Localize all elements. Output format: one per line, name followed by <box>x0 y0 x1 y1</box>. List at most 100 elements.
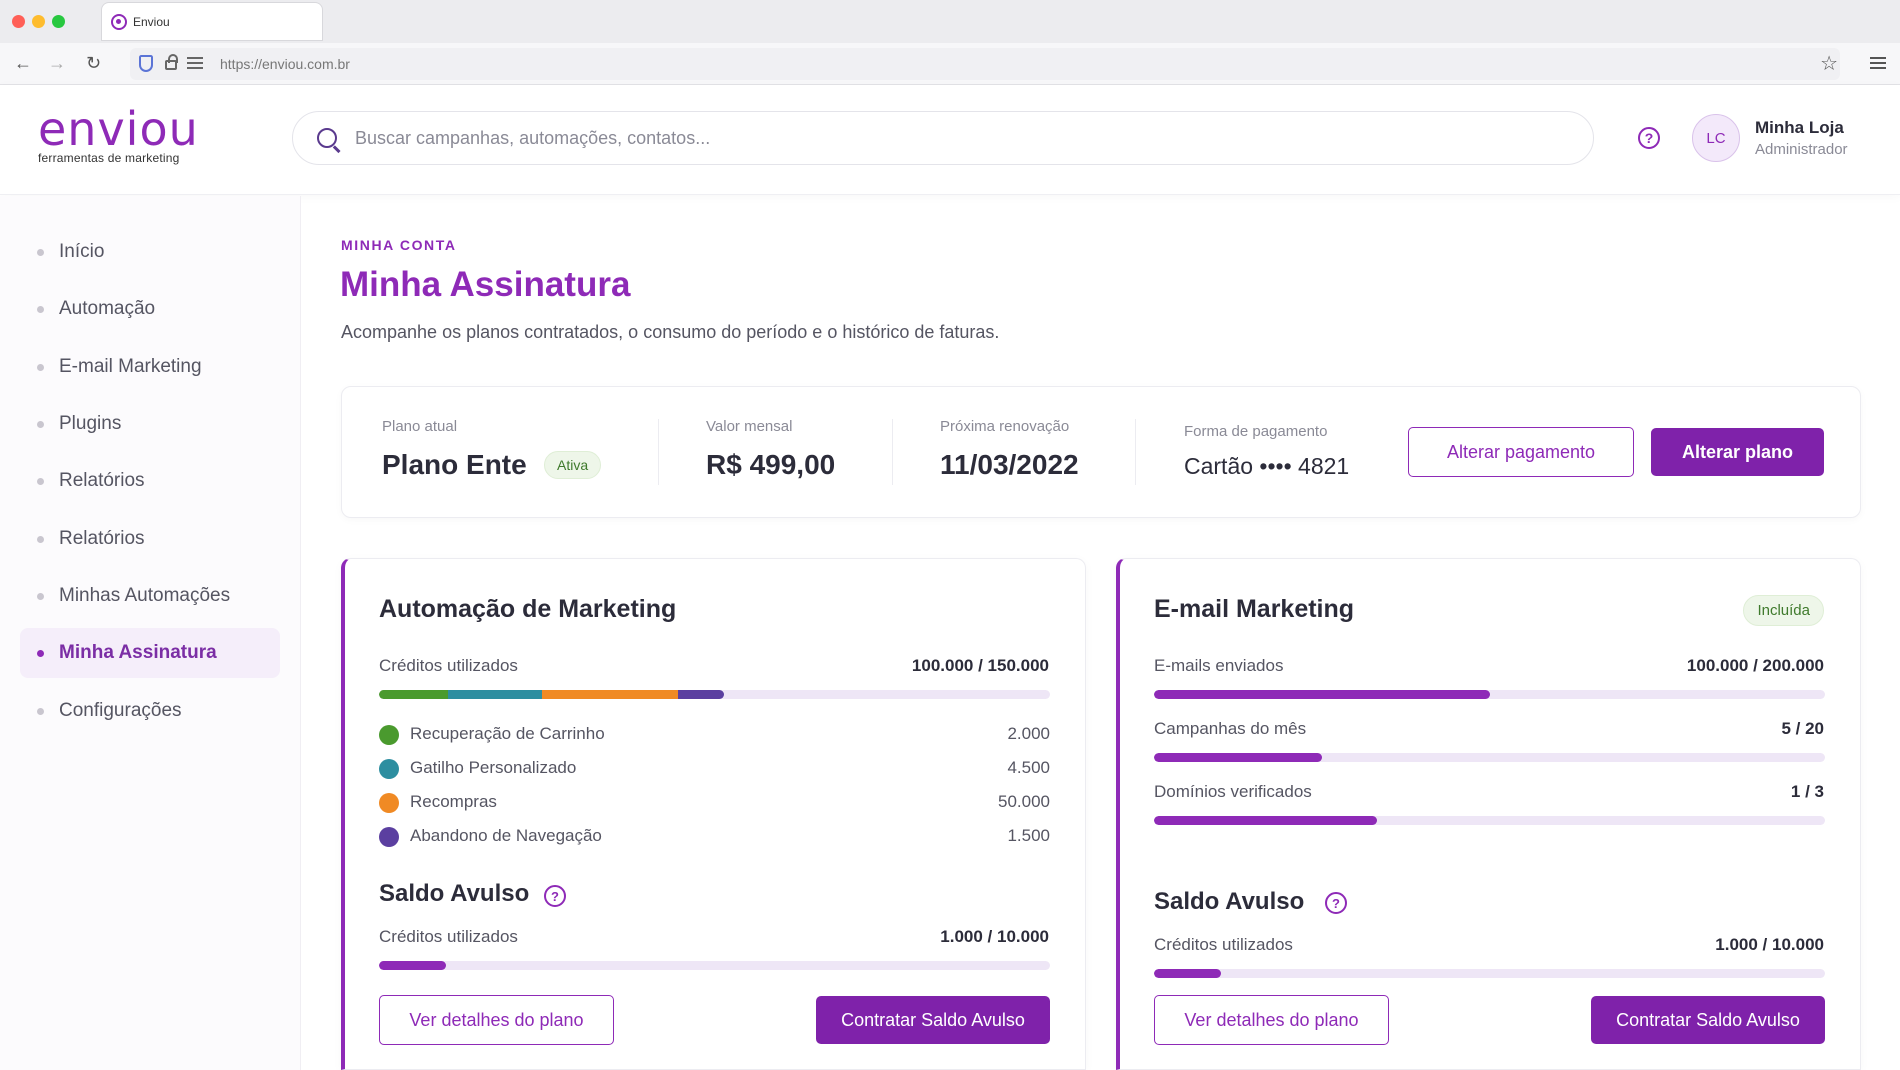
domains-progress-bar <box>1154 816 1825 825</box>
bookmark-star-icon[interactable]: ☆ <box>1820 53 1838 75</box>
change-payment-button[interactable]: Alterar pagamento <box>1408 427 1634 477</box>
extra-credits-value: 1.000 / 10.000 <box>940 927 1049 946</box>
legend-label: Abandono de Navegação <box>410 826 602 845</box>
sidebar-item-inicio[interactable]: Início <box>20 227 280 277</box>
logo-wordmark: enviou <box>38 102 199 156</box>
bullet-icon <box>37 249 44 256</box>
progress-segment-2 <box>448 690 543 699</box>
sidebar-item-automacao[interactable]: Automação <box>20 284 280 334</box>
browser-tab-title: Enviou <box>133 14 170 29</box>
help-icon[interactable]: ? <box>1638 127 1660 149</box>
divider <box>892 419 893 485</box>
buy-extra-balance-button[interactable]: Contratar Saldo Avulso <box>1591 996 1825 1044</box>
reload-icon[interactable]: ↻ <box>86 53 102 73</box>
browser-toolbar: ← → ↻ https://enviou.com.br ☆ <box>0 43 1900 85</box>
legend-value: 4.500 <box>1007 758 1050 777</box>
sidebar-item-minha-assinatura[interactable]: Minha Assinatura <box>20 628 280 678</box>
browser-menu-icon[interactable] <box>1870 57 1886 69</box>
view-plan-details-button[interactable]: Ver detalhes do plano <box>379 995 614 1045</box>
sidebar-item-configuracoes[interactable]: Configurações <box>20 686 280 736</box>
monthly-value: R$ 499,00 <box>706 449 836 480</box>
user-name[interactable]: Minha Loja <box>1755 118 1844 137</box>
sidebar-item-email-marketing[interactable]: E-mail Marketing <box>20 342 280 392</box>
lock-icon[interactable] <box>165 54 178 70</box>
status-badge: Ativa <box>544 451 602 479</box>
emails-sent-value: 100.000 / 200.000 <box>1686 656 1824 675</box>
help-icon[interactable]: ? <box>1325 892 1347 914</box>
credits-used-value: 100.000 / 150.000 <box>911 656 1049 675</box>
sidebar-item-minhas-automacoes[interactable]: Minhas Automações <box>20 571 280 621</box>
browser-tab-strip: Enviou <box>0 0 1900 43</box>
monthly-value-label: Valor mensal <box>706 418 793 435</box>
bullet-icon <box>37 364 44 371</box>
user-role: Administrador <box>1755 141 1848 158</box>
buy-extra-balance-button[interactable]: Contratar Saldo Avulso <box>816 996 1050 1044</box>
breadcrumb: MINHA CONTA <box>341 237 457 253</box>
view-plan-details-button[interactable]: Ver detalhes do plano <box>1154 995 1389 1045</box>
domains-value: 1 / 3 <box>1790 782 1824 801</box>
browser-tab[interactable]: Enviou <box>102 3 322 40</box>
progress-segment-4 <box>678 690 725 699</box>
close-window-button[interactable] <box>12 15 25 28</box>
logo-tagline: ferramentas de marketing <box>38 151 180 165</box>
sidebar-item-relatorios-2[interactable]: Relatórios <box>20 514 280 564</box>
email-usage-card: E-mail Marketing Incluída E-mails enviad… <box>1116 558 1861 1070</box>
progress-fill <box>379 961 447 970</box>
extra-balance-title: Saldo Avulso <box>379 880 530 907</box>
site-settings-icon[interactable] <box>187 56 203 70</box>
avatar[interactable]: LC <box>1692 114 1740 162</box>
bullet-icon <box>37 306 44 313</box>
legend-value: 2.000 <box>1007 724 1050 743</box>
sidebar-item-label: Início <box>59 241 105 262</box>
sidebar-item-label: Configurações <box>59 700 182 721</box>
progress-fill <box>1154 969 1222 978</box>
logo[interactable]: enviou ferramentas de marketing <box>38 105 199 165</box>
url-text[interactable]: https://enviou.com.br <box>220 56 350 72</box>
back-arrow-icon[interactable]: ← <box>14 53 32 73</box>
campaigns-progress-bar <box>1154 753 1825 762</box>
sidebar-item-label: E-mail Marketing <box>59 356 202 377</box>
plan-summary-card: Plano atual Plano Ente Ativa Valor mensa… <box>341 386 1861 518</box>
search-icon <box>317 128 337 148</box>
legend-value: 50.000 <box>998 792 1050 811</box>
current-plan-label: Plano atual <box>382 418 458 435</box>
legend-swatch <box>379 793 399 813</box>
bullet-icon <box>37 536 44 543</box>
address-bar[interactable]: https://enviou.com.br <box>130 48 1840 80</box>
change-plan-button[interactable]: Alterar plano <box>1651 428 1824 476</box>
payment-method-label: Forma de pagamento <box>1184 423 1328 440</box>
renewal-date: 11/03/2022 <box>940 449 1079 480</box>
minimize-window-button[interactable] <box>32 15 45 28</box>
divider <box>658 419 659 485</box>
sidebar-item-relatorios[interactable]: Relatórios <box>20 456 280 506</box>
bullet-icon <box>37 421 44 428</box>
bullet-icon <box>37 478 44 485</box>
bullet-icon <box>37 593 44 600</box>
progress-fill <box>1154 690 1490 699</box>
legend-label: Gatilho Personalizado <box>410 758 577 777</box>
sidebar-item-plugins[interactable]: Plugins <box>20 399 280 449</box>
legend-value: 1.500 <box>1007 826 1050 845</box>
forward-arrow-icon[interactable]: → <box>48 53 66 73</box>
page-subtitle: Acompanhe os planos contratados, o consu… <box>341 322 1000 342</box>
progress-fill <box>1154 753 1322 762</box>
renewal-label: Próxima renovação <box>940 418 1070 435</box>
legend-swatch <box>379 827 399 847</box>
credits-progress-bar <box>379 690 1050 699</box>
shield-icon[interactable] <box>139 55 153 72</box>
extra-credits-value: 1.000 / 10.000 <box>1715 935 1824 954</box>
maximize-window-button[interactable] <box>52 15 65 28</box>
legend-label: Recompras <box>410 792 497 811</box>
progress-segment-1 <box>379 690 449 699</box>
progress-segment-3 <box>542 690 679 699</box>
search-input[interactable]: Buscar campanhas, automações, contatos..… <box>292 111 1594 165</box>
legend-item-recuperacao: Recuperação de Carrinho 2.000 <box>379 723 1050 747</box>
divider <box>1135 419 1136 485</box>
help-icon[interactable]: ? <box>544 885 566 907</box>
search-placeholder: Buscar campanhas, automações, contatos..… <box>355 127 711 148</box>
extra-credits-label: Créditos utilizados <box>1154 935 1293 954</box>
credits-used-label: Créditos utilizados <box>379 656 518 675</box>
legend-swatch <box>379 759 399 779</box>
bullet-icon <box>37 650 44 657</box>
progress-fill <box>1154 816 1378 825</box>
